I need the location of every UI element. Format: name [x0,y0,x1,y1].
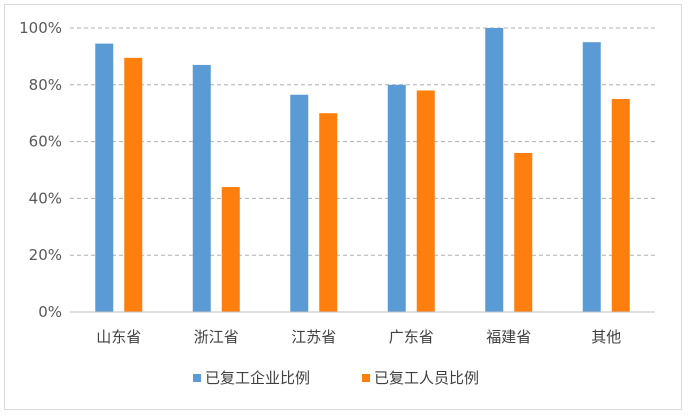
bar-staff-5 [611,99,630,312]
bar-staff-0 [124,57,143,312]
bar-staff-4 [514,152,533,312]
bar-staff-1 [221,187,240,312]
bar-enterprise-3 [387,84,406,312]
bar-enterprise-0 [95,43,114,313]
x-axis: 山东省 浙江省 江苏省 广东省 福建省 其他 [70,311,655,346]
legend: 已复工企业比例 已复工人员比例 [193,369,479,387]
chart-frame [4,4,682,410]
legend-label: 已复工人员比例 [374,369,479,387]
y-tick-label: 20% [29,246,62,264]
y-tick-label: 60% [29,133,62,151]
x-category-label: 福建省 [486,328,531,346]
x-category-label: 山东省 [96,328,141,346]
bar-enterprise-1 [192,64,211,312]
y-tick-label: 80% [29,76,62,94]
bars [95,28,630,313]
bar-enterprise-2 [290,94,309,313]
bar-enterprise-5 [582,42,601,312]
y-tick-label: 100% [19,19,62,37]
x-category-label: 广东省 [389,328,434,346]
y-tick-label: 0% [38,303,62,321]
x-category-label: 浙江省 [194,328,239,346]
bar-enterprise-4 [485,28,504,312]
bar-staff-3 [416,90,435,312]
legend-swatch [193,374,201,382]
legend-swatch [362,374,370,382]
bar-staff-2 [319,113,338,312]
y-tick-label: 40% [29,189,62,207]
gridlines [70,27,655,256]
x-category-label: 其他 [591,328,621,346]
x-category-label: 江苏省 [291,328,336,346]
legend-label: 已复工企业比例 [205,369,310,387]
y-axis-ticks: 0% 20% 40% 60% 80% 100% [19,19,62,321]
